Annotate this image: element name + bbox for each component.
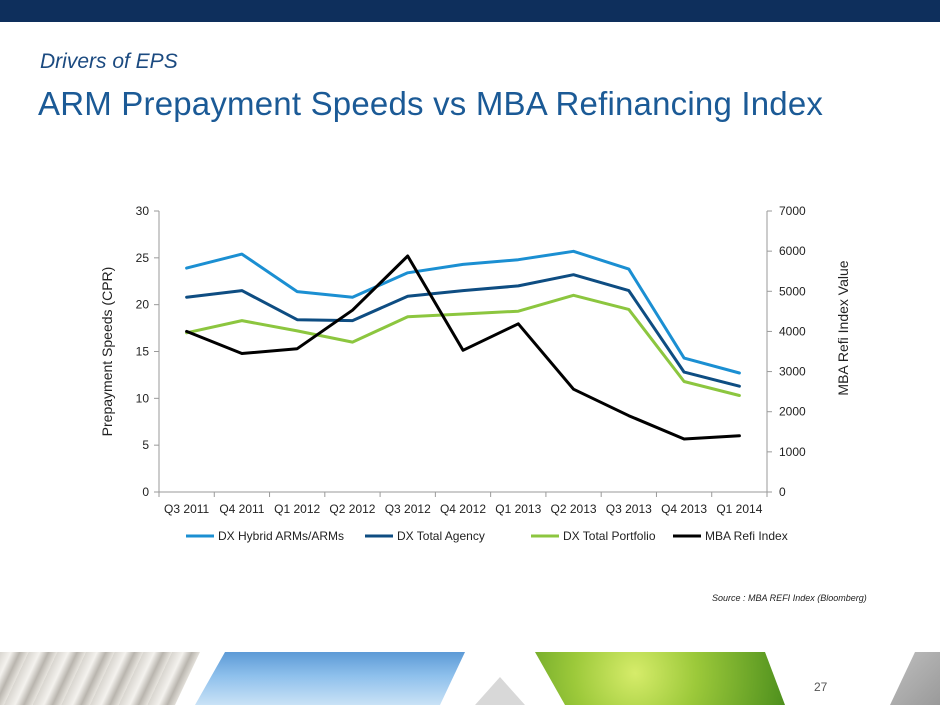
chart-labels: 0 5 10 15 20 25 30 0 1000 2000 3000 4000 5000 6000 700… [99, 204, 851, 516]
series-line-1 [185, 273, 741, 388]
y-left-tick-label: 0 [142, 485, 149, 499]
x-tick-label: Q1 2013 [495, 502, 541, 516]
y-right-tick-label: 5000 [779, 284, 806, 298]
x-tick-label: Q4 2011 [219, 502, 264, 516]
page-number: 27 [814, 680, 828, 694]
y-left-tick-label: 20 [136, 298, 150, 312]
legend-label-1: DX Total Agency [397, 529, 485, 543]
y-left-tick-label: 10 [136, 391, 150, 405]
y-right-tick-label: 4000 [779, 324, 806, 338]
y-right-tick-label: 2000 [779, 405, 806, 419]
y-right-tick-label: 0 [779, 485, 786, 499]
x-tick-label: Q4 2012 [440, 502, 486, 516]
y-left-tick-label: 25 [136, 251, 150, 265]
x-tick-label: Q2 2013 [551, 502, 597, 516]
x-tick-label: Q1 2014 [716, 502, 762, 516]
chart-legend: DX Hybrid ARMs/ARMs DX Total Agency DX Tot… [186, 529, 788, 543]
y-right-tick-label: 1000 [779, 445, 806, 459]
series-line-2 [185, 293, 741, 397]
legend-label-0: DX Hybrid ARMs/ARMs [218, 529, 344, 543]
y-left-tick-label: 5 [142, 438, 149, 452]
chart-lines [185, 249, 741, 441]
x-tick-label: Q3 2011 [164, 502, 209, 516]
series-line-0 [185, 249, 741, 375]
y-right-axis-title: MBA Refi Index Value [835, 260, 851, 395]
top-banner [0, 0, 940, 22]
slide-title: ARM Prepayment Speeds vs MBA Refinancing… [38, 85, 824, 122]
x-tick-label: Q1 2012 [274, 502, 320, 516]
sky-image [195, 652, 465, 705]
x-tick-label: Q3 2013 [606, 502, 652, 516]
y-left-axis-title: Prepayment Speeds (CPR) [99, 267, 115, 437]
source-note: Source : MBA REFI Index (Bloomberg) [712, 593, 867, 603]
legend-label-3: MBA Refi Index [705, 529, 788, 543]
leaf-image [535, 652, 785, 705]
rope-image [0, 652, 200, 705]
legend-label-2: DX Total Portfolio [563, 529, 656, 543]
slide-subtitle: Drivers of EPS [40, 50, 178, 73]
y-right-tick-label: 6000 [779, 244, 806, 258]
series-line-3 [185, 254, 741, 441]
y-left-tick-label: 30 [136, 204, 150, 218]
chart-axes [154, 210, 772, 497]
footer-photo-strip [0, 652, 940, 705]
x-tick-label: Q3 2012 [385, 502, 431, 516]
x-tick-label: Q4 2013 [661, 502, 707, 516]
grey-triangle-decoration [475, 677, 525, 705]
y-left-tick-label: 15 [136, 345, 150, 359]
x-tick-label: Q2 2012 [329, 502, 375, 516]
y-right-tick-label: 7000 [779, 204, 806, 218]
y-right-tick-label: 3000 [779, 365, 806, 379]
grey-corner-decoration [890, 652, 940, 705]
